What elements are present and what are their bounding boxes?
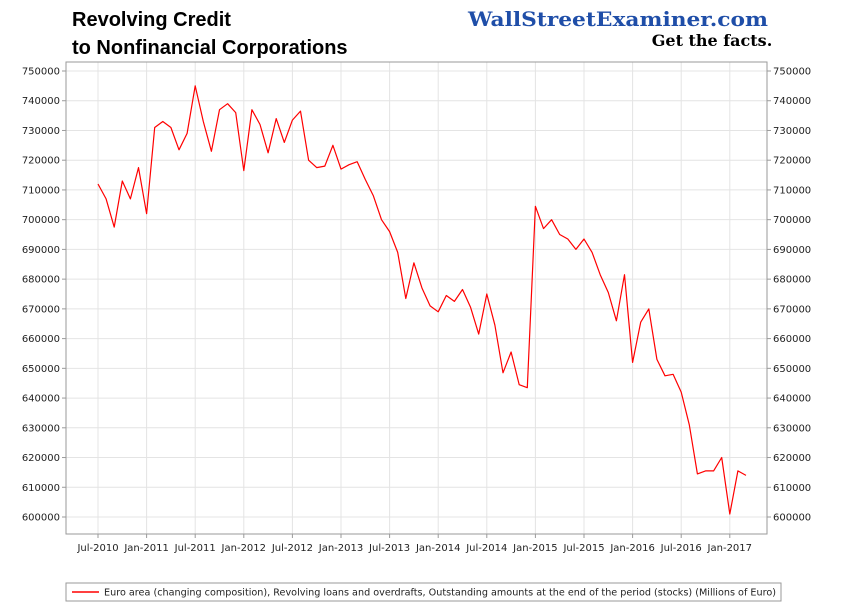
y-tick-label-right: 650000 [773, 364, 811, 375]
y-tick-label-right: 750000 [773, 67, 811, 78]
y-tick-label-right: 620000 [773, 453, 811, 464]
y-tick-label-right: 600000 [773, 513, 811, 524]
y-tick-label-left: 730000 [22, 126, 60, 137]
series-line [97, 85, 747, 515]
y-tick-label-left: 690000 [22, 245, 60, 256]
y-tick-label-right: 730000 [773, 126, 811, 137]
x-tick-label: Jan-2016 [609, 543, 654, 554]
x-tick-label: Jan-2017 [707, 543, 752, 554]
y-tick-label-left: 750000 [22, 67, 60, 78]
y-tick-label-left: 670000 [22, 304, 60, 315]
y-tick-label-right: 710000 [773, 185, 811, 196]
ticks-layer: 750000 750000 740000 740000 730000 730000 7200… [22, 67, 811, 555]
y-tick-label-right: 720000 [773, 156, 811, 167]
x-tick-label: Jul-2010 [76, 543, 118, 554]
y-tick-label-right: 670000 [773, 304, 811, 315]
legend-box [65, 582, 782, 602]
y-tick-label-left: 620000 [22, 453, 60, 464]
x-tick-label: Jul-2013 [368, 543, 410, 554]
y-tick-label-left: 600000 [22, 513, 60, 524]
legend: Euro area (changing composition), Revolv… [65, 582, 782, 602]
plot-area-frame [65, 61, 768, 535]
x-tick-label: Jul-2014 [465, 543, 507, 554]
x-tick-label: Jul-2015 [562, 543, 604, 554]
x-tick-label: Jan-2013 [318, 543, 363, 554]
y-tick-label-left: 630000 [22, 423, 60, 434]
y-tick-label-left: 680000 [22, 275, 60, 286]
y-tick-label-left: 660000 [22, 334, 60, 345]
y-tick-label-right: 610000 [773, 483, 811, 494]
x-tick-label: Jan-2015 [512, 543, 557, 554]
x-tick-label: Jan-2011 [123, 543, 168, 554]
y-tick-label-right: 660000 [773, 334, 811, 345]
brand-logo-text: WallStreetExaminer.com [467, 7, 768, 31]
x-tick-label: Jul-2016 [660, 543, 702, 554]
y-tick-label-right: 740000 [773, 96, 811, 107]
y-tick-label-right: 680000 [773, 275, 811, 286]
y-tick-label-right: 640000 [773, 394, 811, 405]
chart-title-line-1: Revolving Credit [72, 9, 231, 31]
y-tick-label-left: 740000 [22, 96, 60, 107]
brand-tagline: Get the facts. [652, 31, 773, 50]
y-tick-label-left: 610000 [22, 483, 60, 494]
y-tick-label-right: 690000 [773, 245, 811, 256]
y-tick-label-right: 700000 [773, 215, 811, 226]
x-tick-label: Jan-2012 [221, 543, 266, 554]
x-tick-label: Jul-2012 [271, 543, 313, 554]
x-tick-label: Jul-2011 [174, 543, 216, 554]
y-tick-label-right: 630000 [773, 423, 811, 434]
y-tick-label-left: 710000 [22, 185, 60, 196]
x-tick-label: Jan-2014 [415, 543, 460, 554]
y-tick-label-left: 700000 [22, 215, 60, 226]
y-tick-label-left: 650000 [22, 364, 60, 375]
y-tick-label-left: 640000 [22, 394, 60, 405]
legend-label: Euro area (changing composition), Revolv… [104, 588, 776, 599]
grid-layer [66, 62, 767, 534]
y-tick-label-left: 720000 [22, 156, 60, 167]
chart-title-line-2: to Nonfinancial Corporations [72, 37, 348, 59]
